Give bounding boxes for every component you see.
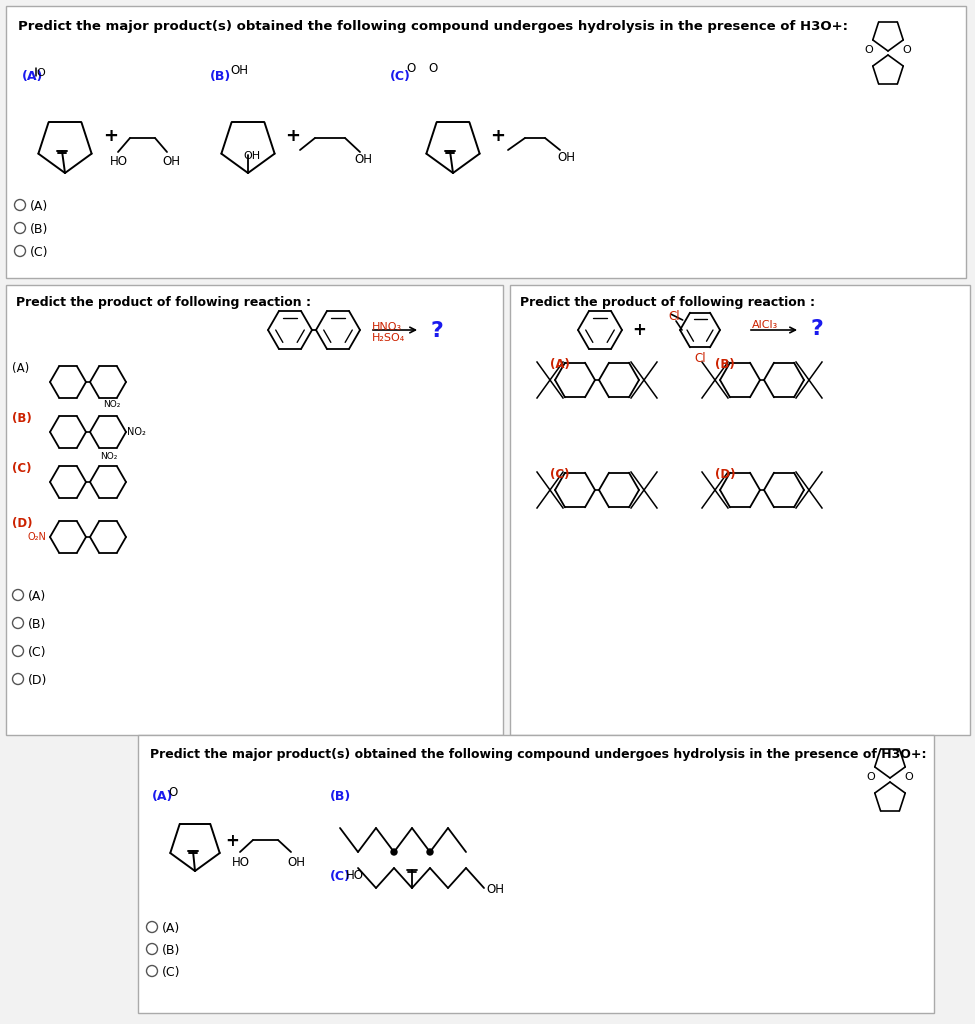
Text: (A): (A)	[30, 200, 48, 213]
Text: O: O	[902, 45, 911, 55]
Text: OH: OH	[230, 63, 248, 77]
Text: (A): (A)	[12, 362, 29, 375]
Text: +: +	[225, 831, 239, 850]
FancyBboxPatch shape	[6, 6, 966, 278]
Text: +: +	[490, 127, 505, 145]
Text: (C): (C)	[12, 462, 31, 475]
Text: +: +	[285, 127, 300, 145]
Text: (A): (A)	[152, 790, 174, 803]
Text: HO: HO	[346, 869, 364, 882]
Text: (B): (B)	[30, 223, 49, 236]
Text: HO: HO	[232, 856, 250, 869]
Text: +: +	[103, 127, 118, 145]
Circle shape	[427, 849, 433, 855]
Text: (C): (C)	[390, 70, 410, 83]
Text: (A): (A)	[162, 922, 180, 935]
Text: (C): (C)	[28, 646, 47, 659]
Text: (B): (B)	[28, 618, 47, 631]
Text: O: O	[864, 45, 873, 55]
Text: O: O	[168, 786, 177, 799]
Text: O: O	[406, 62, 415, 75]
Text: +: +	[632, 321, 645, 339]
Text: (A): (A)	[550, 358, 569, 371]
Text: OH: OH	[557, 151, 575, 164]
Text: OH: OH	[486, 883, 504, 896]
Text: ?: ?	[430, 321, 443, 341]
Text: (C): (C)	[550, 468, 569, 481]
Text: HNO₃: HNO₃	[372, 322, 402, 332]
Text: Predict the product of following reaction :: Predict the product of following reactio…	[520, 296, 815, 309]
Text: H₂SO₄: H₂SO₄	[372, 333, 406, 343]
Text: (B): (B)	[12, 412, 32, 425]
Text: OH: OH	[354, 153, 372, 166]
Text: (B): (B)	[162, 944, 180, 957]
Circle shape	[391, 849, 397, 855]
Text: (A): (A)	[28, 590, 46, 603]
Text: NO₂: NO₂	[103, 400, 120, 409]
Text: AlCl₃: AlCl₃	[752, 319, 778, 330]
Text: (D): (D)	[715, 468, 735, 481]
Text: (D): (D)	[28, 674, 48, 687]
Text: Predict the major product(s) obtained the following compound undergoes hydrolysi: Predict the major product(s) obtained th…	[150, 748, 926, 761]
Text: OH: OH	[287, 856, 305, 869]
Text: OH: OH	[243, 151, 260, 161]
Text: ?: ?	[810, 319, 823, 339]
Text: (B): (B)	[210, 70, 231, 83]
Text: O: O	[36, 68, 45, 78]
Text: Cl: Cl	[694, 352, 706, 365]
Text: Predict the product of following reaction :: Predict the product of following reactio…	[16, 296, 311, 309]
Text: Cl: Cl	[668, 310, 680, 323]
Text: (B): (B)	[330, 790, 351, 803]
Text: HO: HO	[110, 155, 128, 168]
Text: (A): (A)	[22, 70, 43, 83]
Text: (B): (B)	[715, 358, 735, 371]
Text: O: O	[866, 772, 875, 782]
Text: O₂N: O₂N	[28, 532, 47, 542]
Text: (D): (D)	[12, 517, 32, 530]
Text: O: O	[428, 62, 437, 75]
FancyBboxPatch shape	[6, 285, 503, 735]
Text: OH: OH	[162, 155, 180, 168]
Text: O: O	[904, 772, 913, 782]
Text: NO₂: NO₂	[100, 452, 117, 461]
Text: NO₂: NO₂	[127, 427, 146, 437]
FancyBboxPatch shape	[510, 285, 970, 735]
Text: (C): (C)	[30, 246, 49, 259]
Text: (C): (C)	[330, 870, 351, 883]
Text: (C): (C)	[162, 966, 180, 979]
Text: Predict the major product(s) obtained the following compound undergoes hydrolysi: Predict the major product(s) obtained th…	[18, 20, 848, 33]
FancyBboxPatch shape	[138, 735, 934, 1013]
